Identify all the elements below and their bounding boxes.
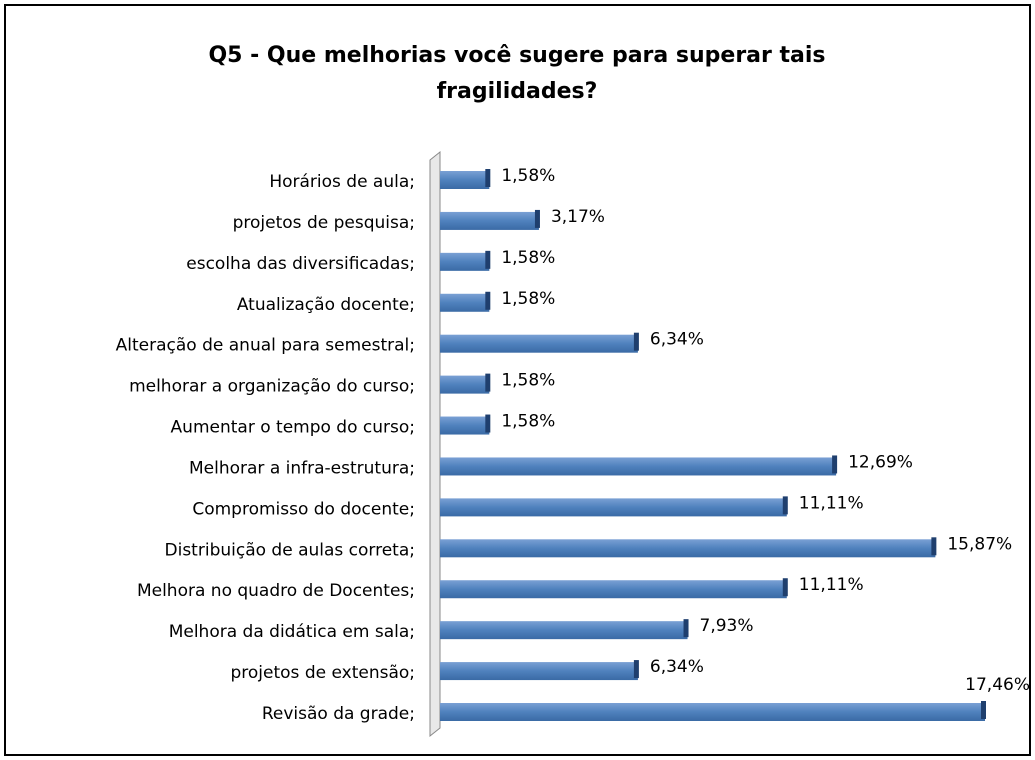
category-label: Melhorar a infra-estrutura; <box>189 458 415 478</box>
data-label: 6,34% <box>650 657 704 677</box>
category-label: Distribuição de aulas correta; <box>165 540 415 560</box>
bar-end <box>782 496 788 515</box>
data-label: 6,34% <box>650 330 704 350</box>
bar <box>440 293 490 312</box>
bar-end <box>485 291 491 310</box>
category-label: Melhora no quadro de Docentes; <box>137 581 415 601</box>
bar <box>440 375 490 394</box>
bar-end <box>485 250 491 269</box>
bar <box>440 539 936 558</box>
data-label: 15,87% <box>947 534 1012 554</box>
bar-end <box>534 209 540 228</box>
category-label: melhorar a organização do curso; <box>129 377 415 397</box>
category-label: projetos de pesquisa; <box>233 213 415 233</box>
bar-end <box>633 332 639 351</box>
category-label: Atualização docente; <box>237 295 415 315</box>
bar-end <box>485 414 491 433</box>
bar-end <box>633 660 639 679</box>
data-label: 1,58% <box>501 166 555 186</box>
bar <box>440 457 837 476</box>
data-label: 11,11% <box>799 493 864 513</box>
data-label: 1,58% <box>501 248 555 268</box>
bar <box>440 621 688 640</box>
data-label: 7,93% <box>700 616 754 636</box>
category-label: Melhora da didática em sala; <box>169 622 415 642</box>
bar-end <box>931 537 937 556</box>
bar-end <box>832 455 838 474</box>
bar <box>440 252 490 271</box>
bar-end <box>981 701 986 719</box>
data-label: 1,58% <box>501 289 555 309</box>
data-label: 11,11% <box>799 575 864 595</box>
data-label: 1,58% <box>501 371 555 391</box>
bar-end <box>782 578 788 597</box>
category-label: Horários de aula; <box>269 172 415 192</box>
bar <box>440 171 490 189</box>
category-label: escolha das diversificadas; <box>186 254 415 274</box>
data-label: 17,46% <box>965 675 1030 695</box>
chart-title: Q5 - Que melhorias você sugere para supe… <box>208 43 826 104</box>
category-label: projetos de extensão; <box>231 663 416 683</box>
category-label: Compromisso do docente; <box>192 499 415 519</box>
axis-wall <box>429 150 441 738</box>
bar-end <box>485 169 491 187</box>
data-label: 1,58% <box>501 412 555 432</box>
bar-end <box>683 619 689 638</box>
category-label: Alteração de anual para semestral; <box>116 336 415 356</box>
bar <box>440 498 787 517</box>
data-label: 12,69% <box>848 452 913 472</box>
bar <box>440 334 638 353</box>
bar <box>440 211 539 230</box>
data-label: 3,17% <box>551 207 605 227</box>
bar-end <box>485 373 491 392</box>
bar <box>440 662 638 681</box>
category-label: Aumentar o tempo do curso; <box>171 418 415 438</box>
category-label: Revisão da grade; <box>262 704 415 724</box>
bar <box>440 580 787 599</box>
bar <box>440 703 985 721</box>
bar <box>440 416 490 435</box>
